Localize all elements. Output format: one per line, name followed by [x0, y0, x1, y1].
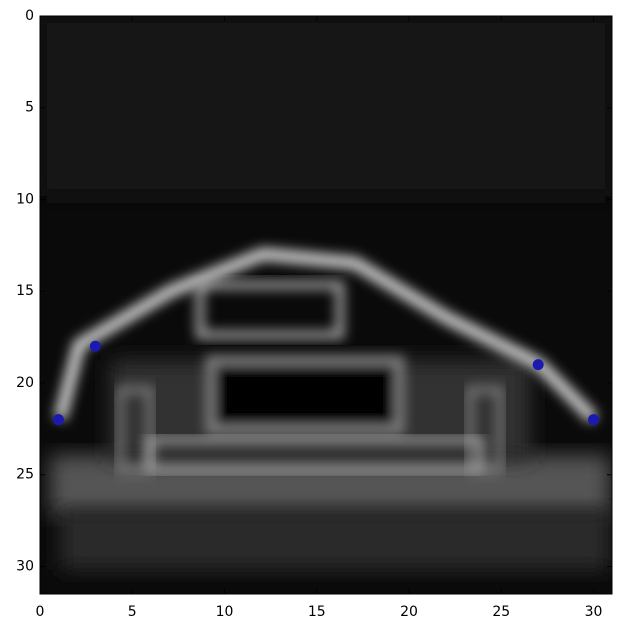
image	[40, 16, 612, 594]
page: {"chart_data": {"type": "scatter", "x": …	[0, 0, 620, 628]
x-tick-label: 5	[128, 604, 137, 620]
y-tick-label: 15	[16, 283, 34, 299]
x-tick-label: 30	[585, 604, 603, 620]
point	[533, 359, 544, 370]
x-tick-label: 0	[36, 604, 45, 620]
y-tick-label: 10	[16, 191, 34, 207]
point	[53, 414, 64, 425]
x-tick-label: 20	[400, 604, 418, 620]
chart: 0 5 10 15 20 25 30 0 5 10 15 20 25 30	[0, 0, 620, 628]
y-tick-label: 0	[25, 8, 34, 24]
x-tick-label: 25	[492, 604, 510, 620]
y-tick-label: 30	[16, 558, 34, 574]
y-tick-label: 20	[16, 375, 34, 391]
x-tick-label: 10	[216, 604, 234, 620]
y-tick-label: 5	[25, 100, 34, 116]
point	[90, 341, 101, 352]
x-tick-label: 15	[308, 604, 326, 620]
y-tick-label: 25	[16, 467, 34, 483]
point	[588, 414, 599, 425]
